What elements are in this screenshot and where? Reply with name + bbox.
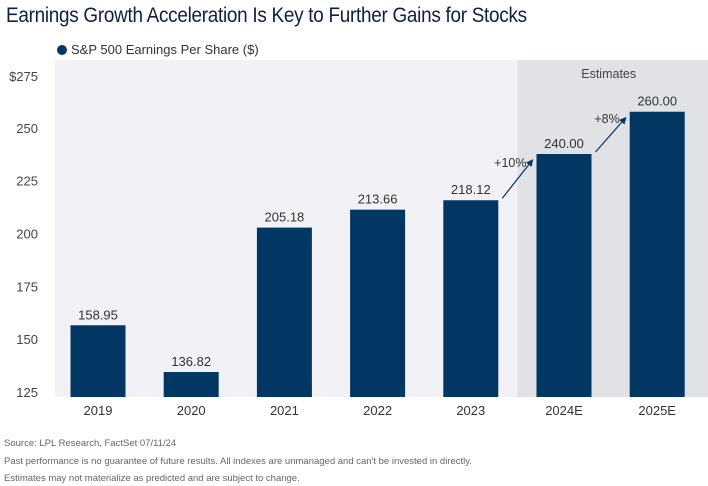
y-tick-label: 200 <box>16 227 38 242</box>
bar-2025E <box>629 111 685 398</box>
x-tick-label: 2025E <box>638 403 676 418</box>
bar-2023 <box>443 200 499 397</box>
estimates-label: Estimates <box>581 67 636 81</box>
legend-swatch <box>57 44 67 55</box>
source-note: Source: LPL Research, FactSet 07/11/24 <box>4 438 177 449</box>
bar-2022 <box>350 209 406 397</box>
y-tick-label: $275 <box>9 69 38 84</box>
bar-2024E <box>536 154 592 397</box>
chart-title: Earnings Growth Acceleration Is Key to F… <box>6 4 527 27</box>
growth-annotation: +8% <box>594 112 619 126</box>
x-tick-label: 2022 <box>363 403 392 418</box>
legend: S&P 500 Earnings Per Share ($) <box>57 42 259 57</box>
data-label: 260.00 <box>637 94 677 109</box>
x-tick-label: 2021 <box>270 403 299 418</box>
bar-2020 <box>163 372 219 397</box>
data-label: 240.00 <box>544 136 584 151</box>
x-tick-label: 2023 <box>456 403 485 418</box>
data-label: 136.82 <box>171 354 211 369</box>
data-label: 158.95 <box>78 307 118 322</box>
data-label: 213.66 <box>358 192 398 207</box>
legend-label: S&P 500 Earnings Per Share ($) <box>71 42 259 57</box>
data-label: 205.18 <box>265 210 305 225</box>
estimates-note: Estimates may not materialize as predict… <box>4 473 300 484</box>
growth-arrow <box>595 116 627 153</box>
y-tick-label: 150 <box>16 332 38 347</box>
x-tick-label: 2024E <box>545 403 583 418</box>
x-tick-label: 2020 <box>177 403 206 418</box>
x-tick-label: 2019 <box>84 403 113 418</box>
bar-2021 <box>256 227 312 397</box>
y-tick-label: 225 <box>16 174 38 189</box>
disclaimer-note: Past performance is no guarantee of futu… <box>4 456 472 467</box>
bar-2019 <box>70 325 126 397</box>
y-tick-label: 250 <box>16 121 38 136</box>
data-label: 218.12 <box>451 182 491 197</box>
y-tick-label: 125 <box>16 385 38 400</box>
growth-annotation: +10% <box>494 156 526 170</box>
growth-arrow <box>501 159 534 199</box>
y-tick-label: 175 <box>16 279 38 294</box>
